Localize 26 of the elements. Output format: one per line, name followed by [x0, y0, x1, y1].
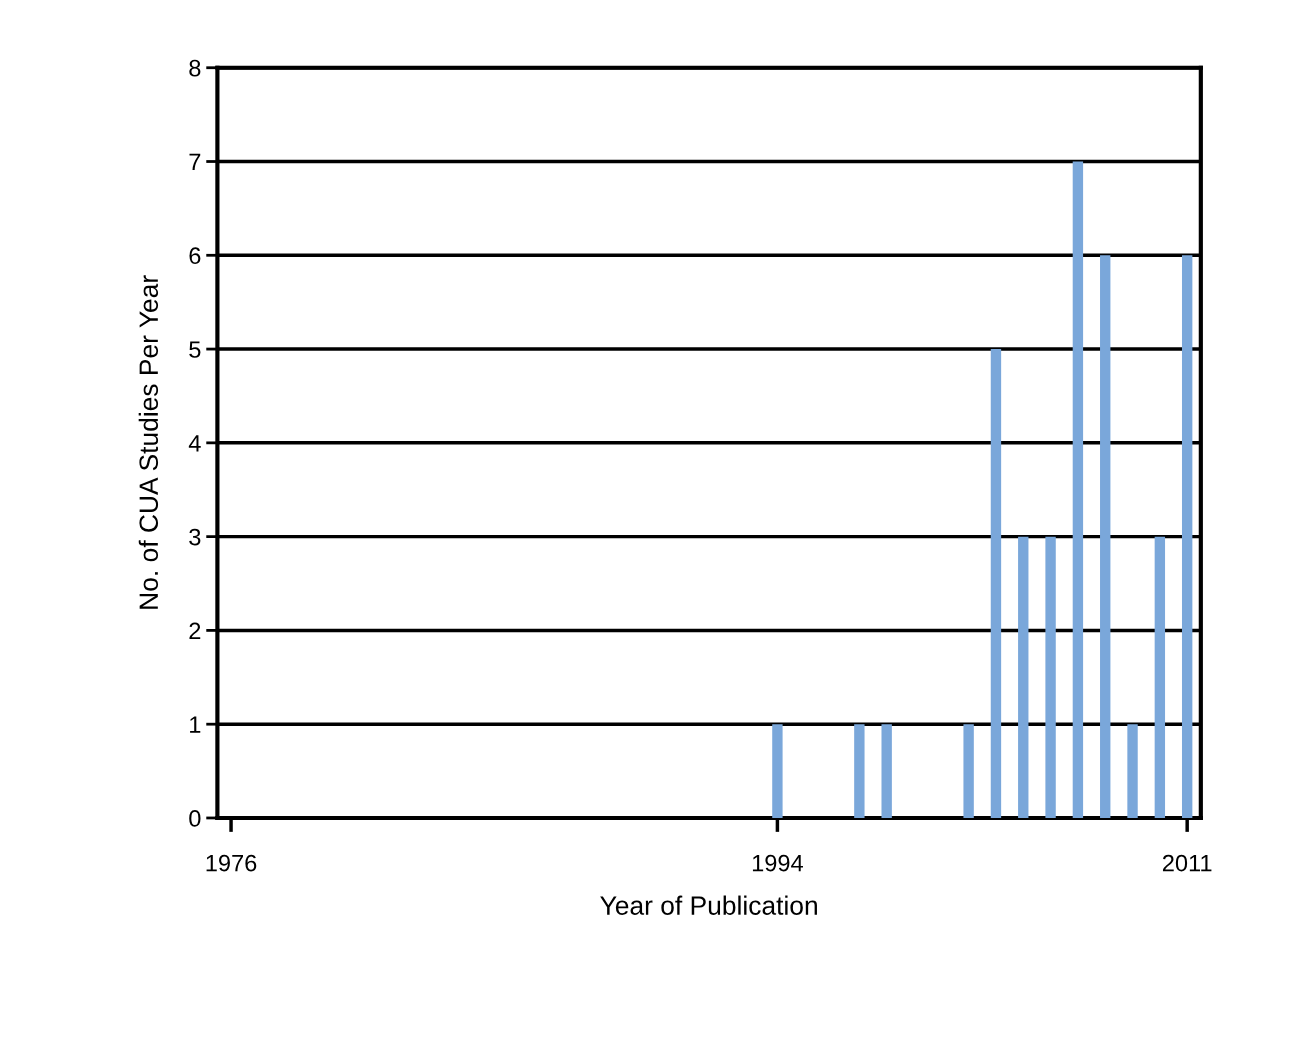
bar	[1127, 724, 1138, 818]
bar	[854, 724, 865, 818]
bar	[1100, 255, 1111, 818]
x-axis-title: Year of Publication	[600, 895, 817, 915]
y-tick-label: 2	[189, 622, 201, 639]
bar	[772, 724, 783, 818]
bar	[963, 724, 974, 818]
y-tick-label: 6	[189, 247, 201, 265]
x-tick-label: 2011	[1162, 854, 1212, 872]
bar	[1045, 536, 1056, 818]
y-tick-label: 0	[189, 810, 201, 827]
y-tick-label: 8	[189, 59, 201, 77]
bar	[990, 349, 1002, 818]
y-tick-label: 4	[188, 435, 201, 452]
y-tick-label: 5	[189, 341, 201, 358]
bar	[1018, 536, 1029, 818]
x-tick-label: 1994	[752, 854, 803, 872]
bar	[1154, 536, 1166, 818]
bar	[881, 724, 892, 818]
bar	[1181, 255, 1193, 818]
bar	[1072, 161, 1084, 818]
x-tick-label: 1976	[206, 854, 257, 872]
y-tick-label: 7	[189, 153, 201, 171]
y-axis-title: No. of CUA Studies Per Year	[138, 275, 159, 609]
y-tick-label: 1	[190, 716, 201, 733]
y-tick-label: 3	[189, 528, 201, 546]
